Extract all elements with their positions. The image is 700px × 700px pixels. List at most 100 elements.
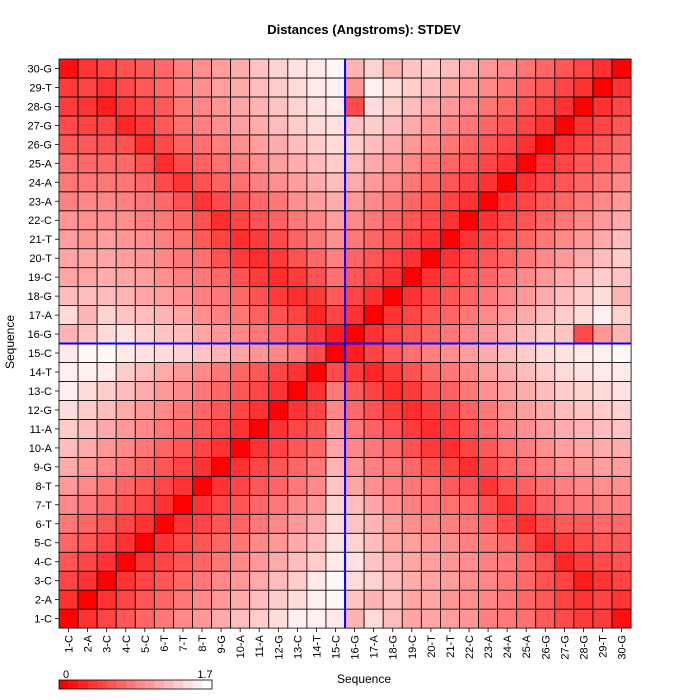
heatmap-cell-16-G-9-G [211,324,232,344]
heatmap-cell-30-G-19-C [401,58,422,79]
heatmap-cell-29-T-5-C [134,77,155,98]
heatmap-cell-26-G-3-C [96,134,117,155]
heatmap-cell-28-G-10-A [230,96,251,117]
heatmap-cell-23-A-6-T [153,191,174,212]
heatmap-cell-5-C-10-A [230,532,251,553]
heatmap-cell-1-C-30-G [611,608,632,629]
heatmap-cell-9-G-12-G [268,456,289,477]
heatmap-cell-16-G-15-C [325,324,346,344]
heatmap-cell-8-T-9-G [211,475,232,496]
heatmap-cell-12-G-13-C [287,400,308,420]
heatmap-cell-28-G-29-T [592,96,613,117]
heatmap-cell-11-A-17-A [363,419,384,439]
heatmap-cell-18-G-25-A [516,286,537,307]
heatmap-cell-28-G-24-A [497,96,518,117]
heatmap-cell-5-C-8-T [192,532,212,553]
heatmap-cell-13-C-30-G [611,381,632,401]
heatmap-cell-22-C-13-C [287,210,308,231]
heatmap-cell-5-C-18-G [382,532,403,553]
heatmap-cell-29-T-10-A [230,77,251,98]
heatmap-cell-2-A-23-A [478,589,499,610]
heatmap-cell-10-A-28-G [573,437,594,458]
heatmap-cell-12-G-17-A [363,400,384,420]
heatmap-cell-21-T-19-C [401,229,422,250]
heatmap-cell-4-C-6-T [153,551,174,572]
heatmap-cell-27-G-30-G [611,115,632,136]
heatmap-cell-7-T-5-C [134,494,155,515]
heatmap-cell-26-G-27-G [554,134,575,155]
heatmap-cell-29-T-1-C [58,77,79,98]
heatmap-cell-13-C-7-T [173,381,193,401]
heatmap-cell-4-C-3-C [96,551,117,572]
heatmap-cell-27-G-7-T [173,115,193,136]
heatmap-cell-2-A-11-A [249,589,270,610]
heatmap-cell-18-G-24-A [497,286,518,307]
heatmap-cell-12-G-2-A [77,400,98,420]
heatmap-cell-21-T-4-C [115,229,136,250]
heatmap-cell-20-T-11-A [249,248,270,269]
heatmap-cell-14-T-6-T [153,362,174,382]
heatmap-cell-20-T-16-G [344,248,365,269]
heatmap-cell-7-T-15-C [325,494,346,515]
heatmap-cell-17-A-26-G [535,305,556,325]
heatmap-cell-29-T-12-G [268,77,289,98]
heatmap-cell-15-C-12-G [268,343,289,363]
heatmap-cell-28-G-14-T [306,96,327,117]
heatmap-cell-25-A-2-A [77,153,98,174]
heatmap-cell-14-T-20-T [420,362,441,382]
heatmap-cell-27-G-13-C [287,115,308,136]
heatmap-cell-1-C-1-C [58,608,79,629]
heatmap-cell-2-A-9-G [211,589,232,610]
heatmap-cell-18-G-1-C [58,286,79,307]
heatmap-cell-26-G-24-A [497,134,518,155]
heatmap-cell-21-T-9-G [211,229,232,250]
heatmap-cell-27-G-25-A [516,115,537,136]
heatmap-cell-1-C-8-T [192,608,212,629]
heatmap-cell-25-A-29-T [592,153,613,174]
heatmap-cell-11-A-3-C [96,419,117,439]
heatmap-cell-15-C-7-T [173,343,193,363]
heatmap-cell-6-T-4-C [115,513,136,534]
heatmap-cell-21-T-17-A [363,229,384,250]
heatmap-cell-5-C-9-G [211,532,232,553]
heatmap-cell-3-C-30-G [611,570,632,591]
heatmap-cell-30-G-11-A [249,58,270,79]
heatmap-cell-22-C-16-G [344,210,365,231]
heatmap-cell-30-G-3-C [96,58,117,79]
heatmap-cell-21-T-2-A [77,229,98,250]
y-tick-label: 17-A [29,310,53,322]
heatmap-cell-9-G-6-T [153,456,174,477]
heatmap-cell-10-A-2-A [77,437,98,458]
heatmap-cell-22-C-3-C [96,210,117,231]
heatmap-cell-30-G-13-C [287,58,308,79]
heatmap-cell-11-A-18-G [382,419,403,439]
heatmap-cell-27-G-16-G [344,115,365,136]
heatmap-cell-3-C-16-G [344,570,365,591]
heatmap-cell-27-G-12-G [268,115,289,136]
heatmap-cell-21-T-21-T [439,229,460,250]
heatmap-cell-29-T-2-A [77,77,98,98]
heatmap-cell-2-A-1-C [58,589,79,610]
heatmap-cell-6-T-5-C [134,513,155,534]
highlight-lines [59,59,632,629]
heatmap-cell-16-G-19-C [401,324,422,344]
heatmap-cell-24-A-25-A [516,172,537,193]
heatmap-cell-20-T-13-C [287,248,308,269]
heatmap-cell-30-G-6-T [153,58,174,79]
heatmap-cell-1-C-20-T [420,608,441,629]
heatmap-cell-10-A-12-G [268,437,289,458]
heatmap-cell-7-T-1-C [58,494,79,515]
heatmap-cell-13-C-22-C [459,381,479,401]
heatmap-cell-27-G-22-C [459,115,479,136]
heatmap-cell-8-T-30-G [611,475,632,496]
heatmap-cell-4-C-9-G [211,551,232,572]
heatmap-cell-14-T-2-A [77,362,98,382]
heatmap-cell-4-C-7-T [173,551,193,572]
heatmap-cell-1-C-13-C [287,608,308,629]
heatmap-cell-12-G-8-T [192,400,212,420]
heatmap-cell-7-T-22-C [459,494,479,515]
heatmap-cell-23-A-5-C [134,191,155,212]
heatmap-cell-2-A-10-A [230,589,251,610]
heatmap-cell-19-C-15-C [325,267,346,288]
y-tick-label: 19-C [28,272,52,284]
